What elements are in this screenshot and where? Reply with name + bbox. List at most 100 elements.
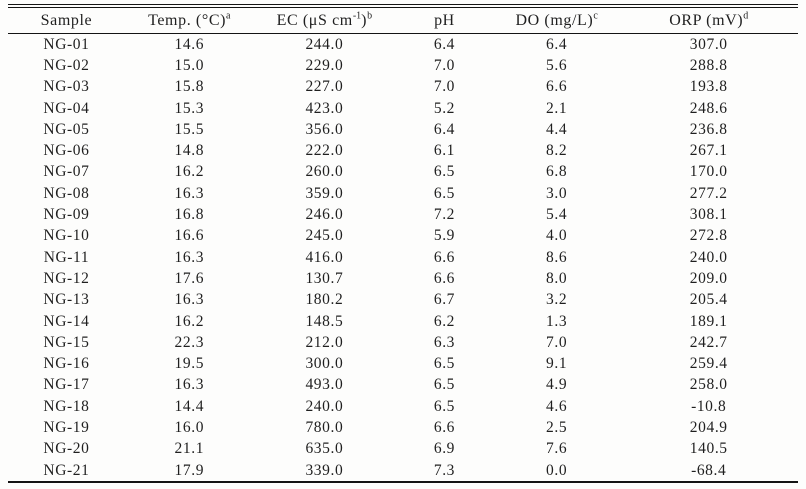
cell-ph: 6.9 <box>433 440 456 458</box>
cell-temp: 16.3 <box>174 376 205 394</box>
cell-orp: 236.8 <box>689 120 728 138</box>
cell-do: 2.1 <box>546 99 568 117</box>
header-label: Sample <box>40 11 93 29</box>
cell-orp: 288.8 <box>689 56 728 74</box>
cell-do: 8.2 <box>546 142 568 160</box>
cell-ec: 130.7 <box>305 269 344 287</box>
cell-temp: 16.3 <box>174 291 205 309</box>
column-header-temp: Temp. (°C)a <box>124 6 254 34</box>
cell-do: 9.1 <box>546 355 568 373</box>
table-row: NG-15 22.3 212.0 6.3 7.0 242.7 <box>8 332 798 353</box>
cell-orp: 248.6 <box>689 99 728 117</box>
cell-ph: 6.5 <box>433 163 456 181</box>
cell-do: 3.0 <box>546 184 568 202</box>
cell-do: 4.4 <box>546 120 568 138</box>
table-row: NG-11 16.3 416.0 6.6 8.6 240.0 <box>8 247 798 268</box>
cell-sample: NG-01 <box>43 35 90 53</box>
cell-sample: NG-02 <box>43 56 90 74</box>
column-header-ec: EC (μS cm-1)b <box>253 6 396 34</box>
column-header-sample: Sample <box>8 6 125 34</box>
cell-ph: 6.7 <box>433 291 456 309</box>
cell-do: 1.3 <box>546 312 568 330</box>
cell-temp: 19.5 <box>174 355 205 373</box>
header-label: ORP (mV) <box>669 11 744 29</box>
cell-temp: 16.0 <box>174 418 205 436</box>
cell-sample: NG-06 <box>43 142 90 160</box>
cell-ec: 222.0 <box>305 142 344 160</box>
cell-orp: 193.8 <box>689 78 728 96</box>
cell-orp: 267.1 <box>689 142 728 160</box>
cell-temp: 15.5 <box>174 120 205 138</box>
cell-ec: 246.0 <box>305 206 344 224</box>
cell-do: 8.0 <box>546 269 568 287</box>
cell-sample: NG-13 <box>43 291 90 309</box>
cell-do: 4.6 <box>546 397 568 415</box>
cell-orp: 170.0 <box>689 163 728 181</box>
header-superscript: d <box>743 10 749 22</box>
cell-ec: 359.0 <box>305 184 344 202</box>
cell-orp: 272.8 <box>689 227 728 245</box>
cell-do: 6.4 <box>546 35 568 53</box>
cell-orp: 259.4 <box>689 355 728 373</box>
cell-ec: 240.0 <box>305 397 344 415</box>
cell-orp: -68.4 <box>691 461 727 479</box>
cell-ph: 6.5 <box>433 397 456 415</box>
cell-ec: 780.0 <box>305 418 344 436</box>
column-header-do: DO (mg/L)c <box>493 6 620 34</box>
cell-sample: NG-16 <box>43 355 90 373</box>
cell-orp: 242.7 <box>689 333 728 351</box>
cell-orp: 277.2 <box>689 184 728 202</box>
cell-do: 7.0 <box>546 333 568 351</box>
cell-sample: NG-05 <box>43 120 90 138</box>
cell-do: 5.4 <box>546 206 568 224</box>
table-header-row: Sample Temp. (°C)a EC (μS cm-1)b pH DO (mg/L… <box>8 6 798 34</box>
cell-sample: NG-20 <box>43 440 90 458</box>
water-quality-table: Sample Temp. (°C)a EC (μS cm-1)b pH DO (mg/L… <box>8 4 798 484</box>
cell-ec: 300.0 <box>305 355 344 373</box>
cell-do: 4.9 <box>546 376 568 394</box>
table-row: NG-02 15.0 229.0 7.0 5.6 288.8 <box>8 55 798 76</box>
column-header-orp: ORP (mV)d <box>619 6 798 34</box>
cell-ec: 229.0 <box>305 56 344 74</box>
cell-sample: NG-15 <box>43 333 90 351</box>
cell-do: 5.6 <box>546 56 568 74</box>
header-superscript: a <box>226 10 231 22</box>
cell-sample: NG-12 <box>43 269 90 287</box>
table-row: NG-17 16.3 493.0 6.5 4.9 258.0 <box>8 375 798 396</box>
cell-temp: 14.4 <box>174 397 205 415</box>
cell-sample: NG-11 <box>43 248 90 266</box>
cell-ec: 227.0 <box>305 78 344 96</box>
header-label: ) <box>361 11 368 29</box>
cell-do: 4.0 <box>546 227 568 245</box>
cell-sample: NG-19 <box>43 418 90 436</box>
header-superscript: b <box>367 10 373 22</box>
cell-temp: 15.0 <box>174 56 205 74</box>
table-row: NG-16 19.5 300.0 6.5 9.1 259.4 <box>8 353 798 374</box>
cell-ec: 245.0 <box>305 227 344 245</box>
cell-ec: 416.0 <box>305 248 344 266</box>
cell-ec: 356.0 <box>305 120 344 138</box>
header-superscript: -1 <box>352 10 362 22</box>
cell-temp: 22.3 <box>174 333 205 351</box>
cell-do: 7.6 <box>546 440 568 458</box>
table-row: NG-12 17.6 130.7 6.6 8.0 209.0 <box>8 268 798 289</box>
cell-ec: 244.0 <box>305 35 344 53</box>
cell-do: 6.8 <box>546 163 568 181</box>
cell-temp: 16.6 <box>174 227 205 245</box>
table-row: NG-14 16.2 148.5 6.2 1.3 189.1 <box>8 311 798 332</box>
cell-temp: 14.6 <box>174 35 205 53</box>
cell-temp: 21.1 <box>174 440 205 458</box>
cell-sample: NG-14 <box>43 312 90 330</box>
cell-orp: 240.0 <box>689 248 728 266</box>
cell-ph: 6.5 <box>433 184 456 202</box>
cell-ec: 180.2 <box>305 291 344 309</box>
table-row: NG-10 16.6 245.0 5.9 4.0 272.8 <box>8 226 798 247</box>
cell-ph: 6.5 <box>433 376 456 394</box>
table-row: NG-06 14.8 222.0 6.1 8.2 267.1 <box>8 140 798 161</box>
cell-orp: 307.0 <box>689 35 728 53</box>
header-label: Temp. (°C) <box>148 11 227 29</box>
cell-ph: 7.0 <box>433 78 456 96</box>
cell-sample: NG-10 <box>43 227 90 245</box>
cell-ph: 7.3 <box>433 461 456 479</box>
cell-temp: 17.9 <box>174 461 205 479</box>
